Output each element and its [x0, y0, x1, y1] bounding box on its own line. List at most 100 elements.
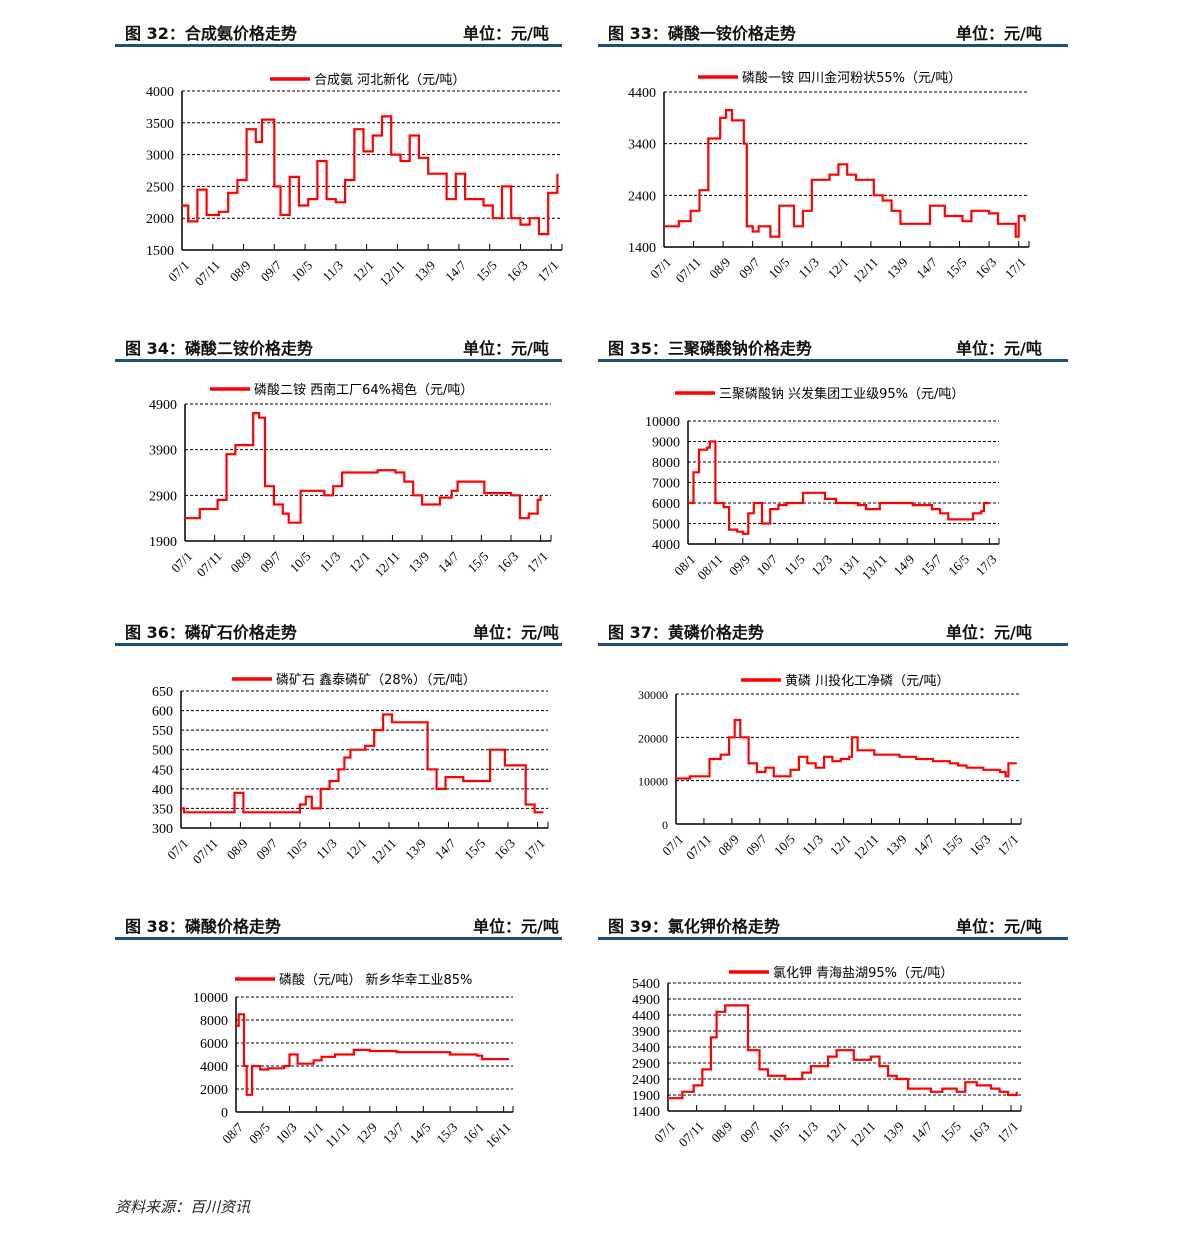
y-tick-label: 3900: [149, 444, 177, 459]
y-tick-label: 450: [152, 763, 173, 778]
header-rule: [115, 937, 562, 940]
legend-label: 合成氨 河北新化（元/吨）: [314, 72, 466, 88]
x-tick-label: 13/9: [880, 1119, 907, 1146]
x-tick-label: 15/5: [937, 1119, 964, 1146]
y-tick-label: 2000: [146, 212, 174, 227]
y-tick-label: 2000: [200, 1083, 228, 1098]
y-tick-label: 4900: [149, 398, 177, 413]
unit-label: 单位：元/吨: [463, 24, 549, 43]
figure-title: 图 33：磷酸一铵价格走势: [608, 24, 796, 43]
y-tick-label: 5400: [632, 977, 660, 992]
y-tick-label: 8000: [652, 456, 680, 471]
series-line: [668, 1004, 1018, 1100]
figure-title: 图 32：合成氨价格走势: [125, 24, 297, 43]
figure-header: 图 32：合成氨价格走势 单位：元/吨: [115, 16, 562, 43]
unit-label: 单位：元/吨: [473, 623, 559, 642]
y-tick-label: 4400: [632, 1009, 660, 1024]
y-tick-label: 1500: [146, 244, 174, 259]
y-tick-label: 6000: [200, 1037, 228, 1052]
header-rule: [598, 359, 1068, 362]
y-tick-label: 20000: [638, 731, 668, 745]
y-tick-label: 500: [152, 744, 173, 759]
x-tick-label: 12/1: [823, 1119, 850, 1146]
figure-header: 图 37：黄磷价格走势 单位：元/吨: [598, 615, 1068, 642]
legend-label: 磷酸（元/吨） 新乡华幸工业85%: [279, 972, 472, 988]
header-rule: [598, 643, 1068, 646]
figure-title: 图 38：磷酸价格走势: [125, 917, 281, 936]
figure-header: 图 39：氯化钾价格走势 单位：元/吨: [598, 909, 1068, 936]
y-tick-label: 0: [221, 1106, 228, 1121]
legend-label: 三聚磷酸钠 兴发集团工业级95%（元/吨）: [719, 386, 964, 402]
y-tick-label: 4400: [628, 86, 656, 101]
unit-label: 单位：元/吨: [946, 623, 1032, 642]
y-tick-label: 1900: [149, 535, 177, 550]
y-tick-label: 5000: [652, 518, 680, 533]
series-line: [182, 115, 559, 236]
x-tick-label: 08/9: [708, 1119, 735, 1146]
unit-label: 单位：元/吨: [956, 24, 1042, 43]
x-tick-label: 16/3: [966, 1119, 993, 1146]
figure-header: 图 33：磷酸一铵价格走势 单位：元/吨: [598, 16, 1068, 43]
y-tick-label: 2500: [146, 180, 174, 195]
y-tick-label: 3400: [632, 1041, 660, 1056]
source-note: 资料来源：百川资讯: [115, 1198, 251, 1216]
y-tick-label: 10000: [638, 775, 668, 789]
y-tick-label: 550: [152, 724, 173, 739]
header-rule: [598, 937, 1068, 940]
x-tick-label: 14/7: [908, 1118, 935, 1145]
series-line: [185, 412, 542, 524]
y-tick-label: 3000: [146, 149, 174, 164]
y-tick-label: 6000: [652, 497, 680, 512]
unit-label: 单位：元/吨: [463, 339, 549, 358]
header-rule: [115, 643, 562, 646]
y-tick-label: 9000: [652, 436, 680, 451]
figure-title: 图 37：黄磷价格走势: [608, 623, 764, 642]
header-rule: [598, 44, 1068, 47]
series-line: [236, 1013, 509, 1096]
y-tick-label: 8000: [200, 1014, 228, 1029]
header-rule: [115, 359, 562, 362]
y-tick-label: 650: [152, 685, 173, 700]
x-tick-label: 09/7: [737, 1118, 764, 1145]
y-tick-label: 0: [662, 818, 668, 832]
x-tick-label: 07/11: [675, 1119, 706, 1150]
y-tick-label: 300: [152, 822, 173, 837]
y-tick-label: 10000: [645, 415, 680, 430]
y-tick-label: 400: [152, 783, 173, 798]
y-tick-label: 2400: [632, 1073, 660, 1088]
y-tick-label: 2900: [632, 1057, 660, 1072]
x-tick-label: 07/1: [651, 1119, 678, 1146]
y-tick-label: 2900: [149, 489, 177, 504]
unit-label: 单位：元/吨: [956, 917, 1042, 936]
unit-label: 单位：元/吨: [473, 917, 559, 936]
legend-label: 黄磷 川投化工净磷（元/吨）: [785, 673, 950, 689]
x-tick-label: 10/5: [765, 1119, 792, 1146]
legend-label: 氯化钾 青海盐湖95%（元/吨）: [773, 966, 953, 981]
y-tick-label: 1400: [628, 241, 656, 256]
y-tick-label: 10000: [193, 991, 228, 1006]
y-tick-label: 30000: [638, 688, 668, 702]
y-tick-label: 4000: [200, 1060, 228, 1075]
y-tick-label: 4000: [146, 85, 174, 100]
series-line: [676, 718, 1017, 780]
series-line: [664, 109, 1026, 238]
y-tick-label: 4900: [632, 993, 660, 1008]
series-line: [181, 713, 544, 814]
figure-header: 图 36：磷矿石价格走势 单位：元/吨: [115, 615, 562, 642]
figure-title: 图 36：磷矿石价格走势: [125, 623, 297, 642]
y-tick-label: 1400: [632, 1105, 660, 1120]
x-tick-label: 12/11: [847, 1119, 878, 1150]
y-tick-label: 1900: [632, 1089, 660, 1104]
y-tick-label: 2400: [628, 189, 656, 204]
figure-title: 图 35：三聚磷酸钠价格走势: [608, 339, 812, 358]
y-tick-label: 7000: [652, 477, 680, 492]
figure-header: 图 38：磷酸价格走势 单位：元/吨: [115, 909, 562, 936]
y-tick-label: 3500: [146, 117, 174, 132]
figure-title: 图 34：磷酸二铵价格走势: [125, 339, 313, 358]
legend-label: 磷酸二铵 西南工厂64%褐色（元/吨）: [254, 382, 473, 398]
